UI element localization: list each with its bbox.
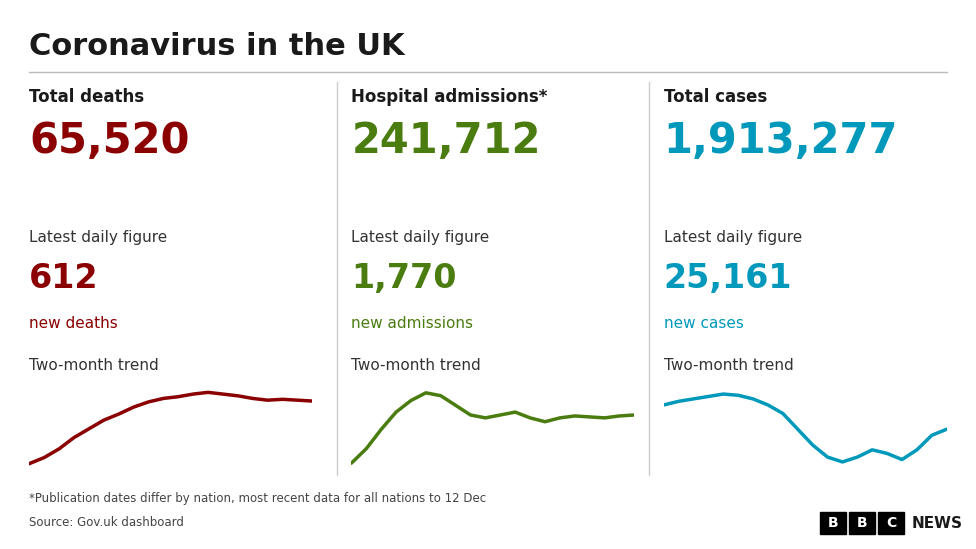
Text: 65,520: 65,520 (29, 120, 189, 162)
Text: Source: Gov.uk dashboard: Source: Gov.uk dashboard (29, 516, 184, 529)
Text: 1,770: 1,770 (351, 262, 457, 295)
Text: 1,913,277: 1,913,277 (664, 120, 898, 162)
Text: Latest daily figure: Latest daily figure (664, 230, 802, 245)
Text: new admissions: new admissions (351, 316, 473, 331)
Text: Latest daily figure: Latest daily figure (29, 230, 168, 245)
Text: Two-month trend: Two-month trend (29, 358, 159, 373)
Text: 241,712: 241,712 (351, 120, 541, 162)
Text: *Publication dates differ by nation, most recent data for all nations to 12 Dec: *Publication dates differ by nation, mos… (29, 492, 486, 505)
Text: Coronavirus in the UK: Coronavirus in the UK (29, 32, 405, 61)
Text: C: C (886, 516, 896, 530)
Text: new deaths: new deaths (29, 316, 118, 331)
Text: Latest daily figure: Latest daily figure (351, 230, 490, 245)
FancyBboxPatch shape (878, 512, 904, 534)
Text: 25,161: 25,161 (664, 262, 793, 295)
Text: NEWS: NEWS (912, 516, 963, 530)
FancyBboxPatch shape (849, 512, 875, 534)
Text: 612: 612 (29, 262, 99, 295)
FancyBboxPatch shape (820, 512, 846, 534)
Text: Hospital admissions*: Hospital admissions* (351, 88, 548, 106)
Text: Two-month trend: Two-month trend (351, 358, 481, 373)
Text: B: B (828, 516, 838, 530)
Text: Total cases: Total cases (664, 88, 767, 106)
Text: new cases: new cases (664, 316, 744, 331)
Text: Total deaths: Total deaths (29, 88, 144, 106)
Text: Two-month trend: Two-month trend (664, 358, 793, 373)
Text: B: B (857, 516, 868, 530)
